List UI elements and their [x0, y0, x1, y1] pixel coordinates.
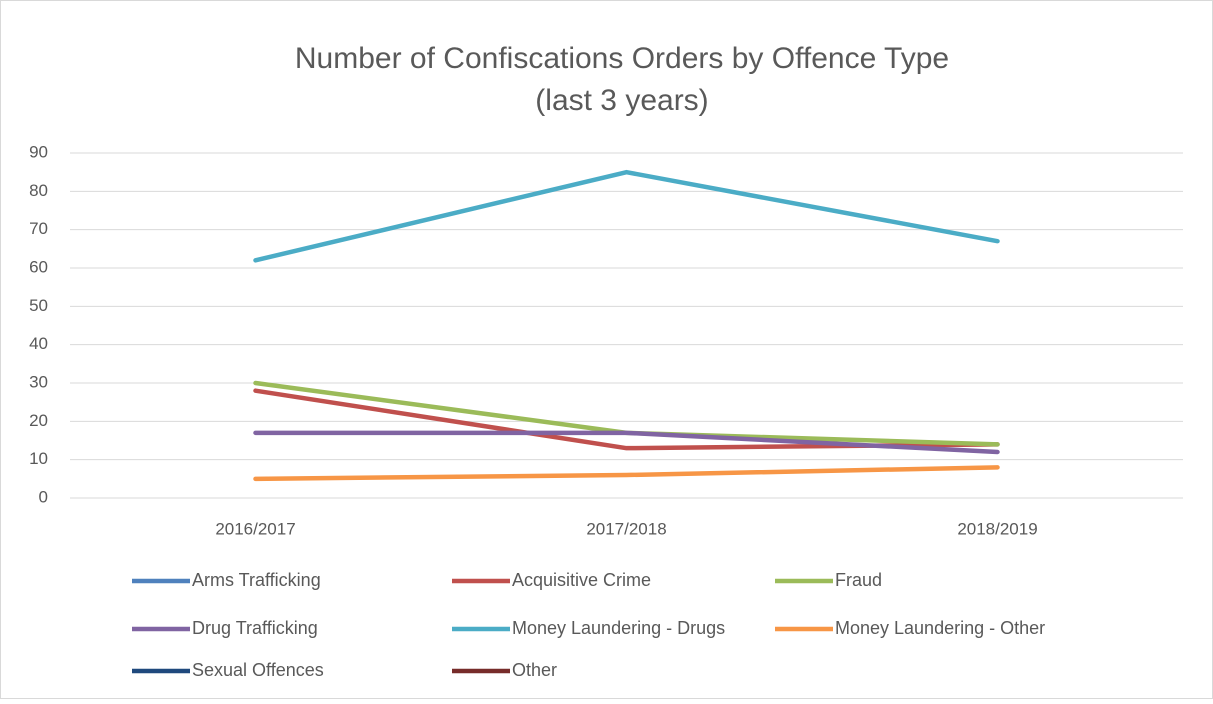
y-tick-label: 20 [29, 411, 48, 430]
y-tick-label: 0 [39, 487, 48, 506]
legend-label: Sexual Offences [192, 660, 324, 680]
series-line [253, 465, 1000, 482]
x-tick-label: 2016/2017 [215, 519, 295, 538]
legend-label: Money Laundering - Other [835, 618, 1045, 638]
x-tick-label: 2017/2018 [586, 519, 666, 538]
y-tick-label: 60 [29, 257, 48, 276]
y-tick-label: 70 [29, 219, 48, 238]
legend-label: Fraud [835, 570, 882, 590]
y-tick-label: 30 [29, 372, 48, 391]
y-tick-label: 50 [29, 296, 48, 315]
series-line [253, 430, 1000, 455]
legend-label: Other [512, 660, 557, 680]
series-line [253, 169, 1000, 263]
x-tick-label: 2018/2019 [957, 519, 1037, 538]
chart-title: Number of Confiscations Orders by Offenc… [295, 42, 949, 75]
y-tick-label: 90 [29, 142, 48, 161]
y-tick-label: 40 [29, 334, 48, 353]
y-tick-label: 10 [29, 449, 48, 468]
legend-label: Money Laundering - Drugs [512, 618, 725, 638]
y-tick-label: 80 [29, 181, 48, 200]
legend-label: Arms Trafficking [192, 570, 321, 590]
chart-title: (last 3 years) [535, 84, 708, 117]
legend-label: Drug Trafficking [192, 618, 318, 638]
legend-label: Acquisitive Crime [512, 570, 651, 590]
